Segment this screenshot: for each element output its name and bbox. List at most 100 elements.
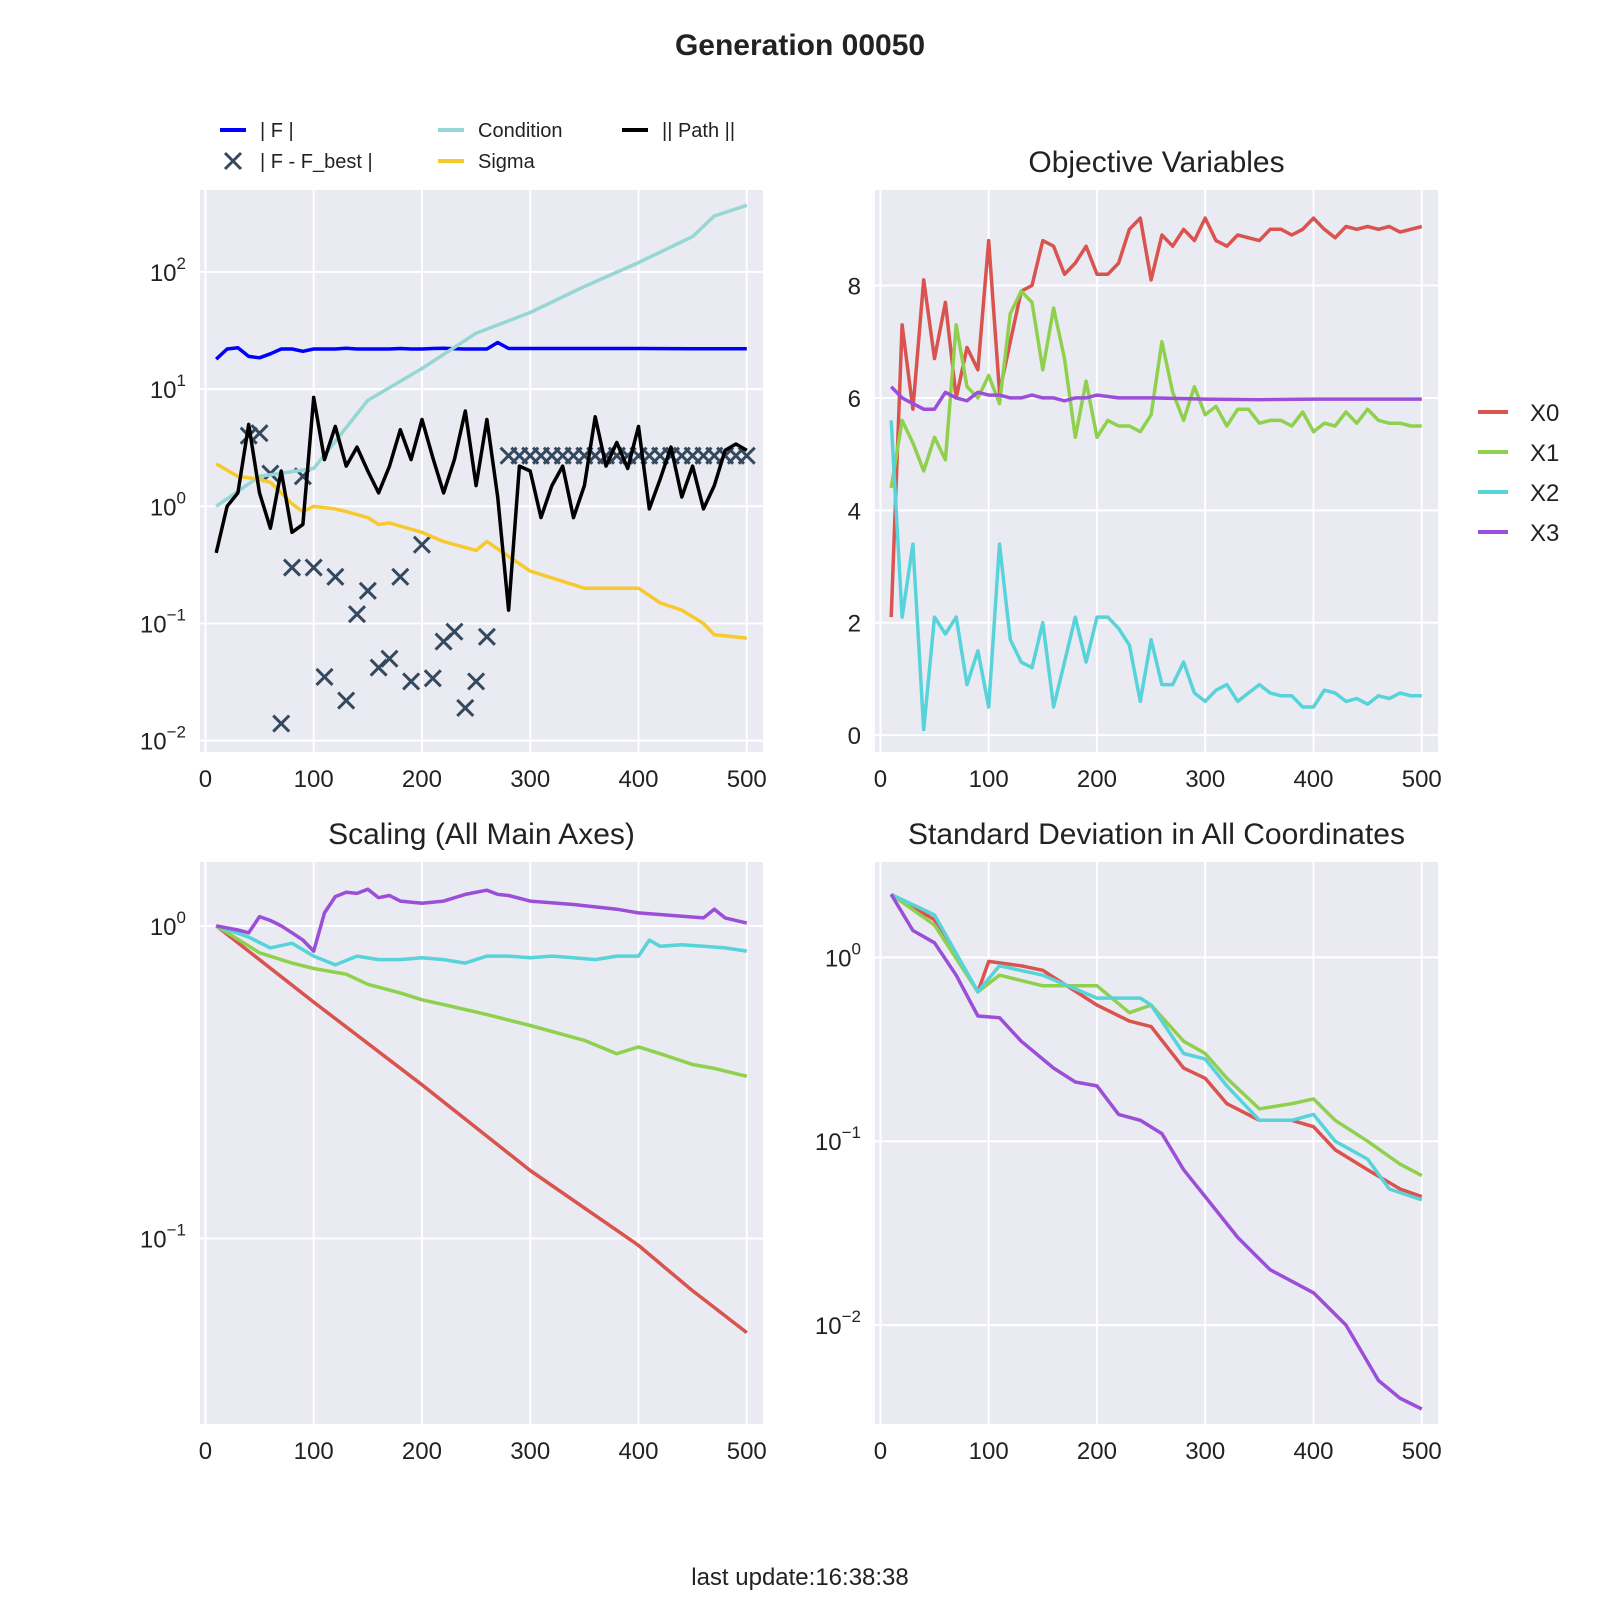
legend-label: X1: [1530, 440, 1559, 467]
x-tick-label: 300: [1185, 766, 1225, 793]
series-group: [214, 203, 756, 733]
legend-label: X2: [1530, 480, 1559, 507]
legend-item: | F - F_best |: [223, 151, 373, 173]
x-tick-label: 0: [199, 766, 212, 793]
series-line-stddev-3: [889, 893, 1423, 1411]
x-tick-label: 500: [727, 766, 767, 793]
legend-label: | F |: [260, 120, 294, 142]
legend-item: Sigma: [438, 151, 536, 173]
y-tick-exponent: −2: [842, 1307, 861, 1326]
y-tick-label: 10−1: [140, 1220, 186, 1253]
data-point-x-marker: [412, 535, 432, 554]
x-tick-label: 400: [618, 1438, 658, 1465]
y-tick-label: 10−1: [815, 1123, 861, 1156]
legend-label: | F - F_best |: [260, 151, 373, 173]
y-tick-base: 10: [815, 1129, 842, 1156]
x-tick-label: 200: [1077, 1438, 1117, 1465]
series-line-scaling-3: [215, 887, 748, 953]
panel-title: Objective Variables: [1028, 146, 1284, 179]
x-tick-label: 0: [874, 766, 887, 793]
y-tick-exponent: −2: [167, 723, 186, 742]
y-tick-label: 2: [848, 611, 861, 638]
data-point-x-marker: [737, 446, 756, 465]
y-tick-label: 8: [848, 274, 861, 301]
legend-fitness: | F | | F - F_best | Condition Sigma || Path…: [220, 120, 735, 173]
data-point-x-marker: [326, 567, 345, 586]
y-tick-label: 6: [848, 386, 861, 413]
y-tick-exponent: −1: [167, 1220, 186, 1239]
series-group: [889, 892, 1423, 1411]
x-tick-label: 100: [294, 1438, 334, 1465]
x-tick-label: 400: [1293, 1438, 1333, 1465]
data-point-x-marker: [456, 698, 475, 718]
x-tick-label: 0: [874, 1438, 887, 1465]
panel-objective: 0 100 200 300 400 500 0 2 4 6 8 Objective Variables: [848, 146, 1442, 793]
x-tick-label: 400: [618, 766, 658, 793]
series-line-objective-2: [889, 420, 1422, 732]
x-tick-label: 100: [969, 1438, 1009, 1465]
legend-objective: X0 X1 X2 X3: [1478, 400, 1559, 547]
data-point-x-marker: [467, 672, 486, 691]
x-tick-label: 100: [294, 766, 334, 793]
data-point-x-marker: [282, 558, 302, 577]
legend-item: X1: [1478, 440, 1559, 467]
y-tick-label: 4: [848, 498, 861, 525]
y-tick-base: 10: [815, 1313, 842, 1340]
legend-item: X0: [1478, 400, 1559, 427]
y-tick-label: 102: [150, 254, 186, 287]
y-tick-base: 10: [150, 377, 177, 404]
series-line-fitness-0: [215, 340, 747, 361]
series-line-scaling-0: [215, 924, 748, 1334]
y-tick-base: 10: [150, 914, 177, 941]
plot-background-scaling: [200, 862, 763, 1424]
series-line-fitness-2: [215, 203, 748, 508]
y-tick-label: 10−2: [140, 723, 186, 756]
data-point-x-marker: [445, 622, 464, 641]
legend-item: || Path ||: [622, 120, 735, 142]
y-tick-label: 100: [825, 939, 861, 972]
panel-title: Standard Deviation in All Coordinates: [908, 818, 1405, 851]
legend-label: || Path ||: [662, 120, 735, 142]
y-tick-base: 10: [140, 729, 167, 756]
x-tick-label: 500: [1402, 766, 1442, 793]
legend-label: X3: [1530, 520, 1559, 547]
x-tick-label: 300: [510, 1438, 550, 1465]
data-point-x-marker: [380, 649, 399, 668]
y-tick-base: 10: [150, 260, 177, 287]
data-point-x-marker: [272, 714, 291, 733]
y-tick-exponent: −1: [842, 1123, 861, 1142]
x-tick-label: 500: [1402, 1438, 1442, 1465]
y-tick-base: 10: [825, 945, 852, 972]
y-tick-label: 10−1: [140, 605, 186, 638]
series-line-fitness-4: [214, 395, 748, 612]
y-tick-exponent: 1: [177, 371, 186, 390]
series-group: [215, 887, 748, 1334]
y-tick-label: 101: [150, 371, 186, 404]
x-tick-label: 300: [510, 766, 550, 793]
data-point-x-marker: [423, 669, 442, 688]
y-tick-exponent: 2: [177, 254, 186, 273]
y-tick-label: 100: [150, 488, 186, 521]
legend-label: Sigma: [478, 151, 536, 173]
series-line-scaling-2: [215, 924, 748, 967]
x-tick-label: 0: [199, 1438, 212, 1465]
series-group: [889, 216, 1423, 732]
data-point-x-marker: [347, 605, 367, 624]
data-point-x-marker: [402, 672, 421, 691]
series-line-fitness-3: [215, 462, 747, 640]
last-update-footer: last update:16:38:38: [691, 1564, 909, 1591]
series-line-stddev-1: [890, 892, 1423, 1178]
data-point-x-marker: [315, 667, 334, 686]
legend-item: X3: [1478, 520, 1559, 547]
y-tick-label: 10−2: [815, 1307, 861, 1340]
x-tick-label: 400: [1293, 766, 1333, 793]
y-tick-exponent: −1: [167, 605, 186, 624]
data-point-x-marker: [250, 424, 269, 443]
series-line-scaling-1: [215, 924, 748, 1079]
y-tick-base: 10: [150, 494, 177, 521]
data-point-x-marker: [304, 558, 323, 577]
series-line-stddev-0: [890, 892, 1423, 1199]
